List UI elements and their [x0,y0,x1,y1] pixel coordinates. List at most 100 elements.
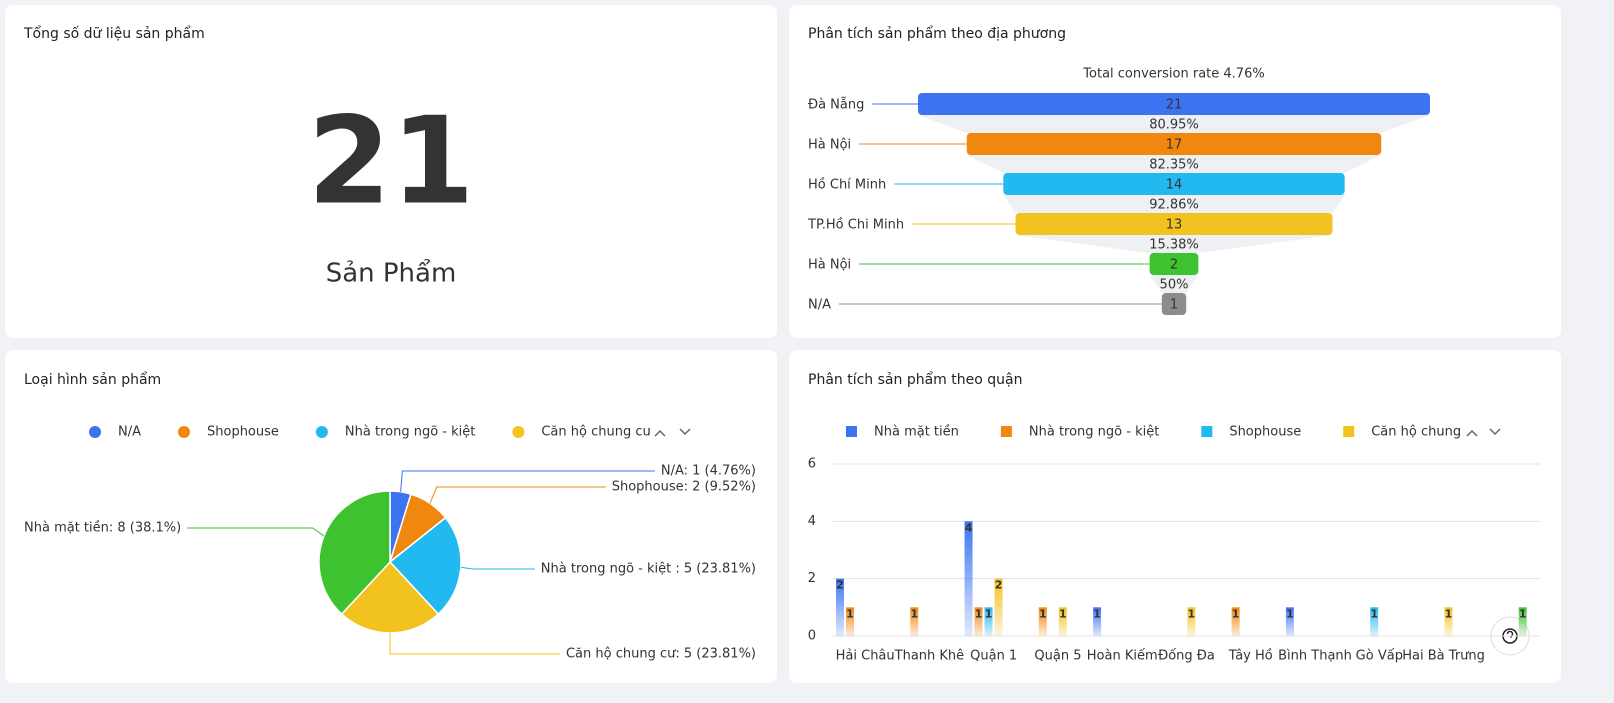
x-tick-label: Đống Đa [1158,649,1215,664]
legend-swatch [1000,426,1012,437]
category-label: Hà Nội [808,258,851,273]
legend-label: Nhà mặt tiền [874,425,959,440]
legend-label: Nhà trong ngõ - kiệt [1029,425,1159,440]
x-tick-label: Hai Bà Trưng [1402,649,1485,664]
bar [1058,607,1067,636]
chart-title: Phân tích sản phẩm theo địa phương [808,25,1066,42]
bar [1518,607,1527,636]
data-label: Nhà trong ngõ - kiệt : 5 (23.81%) [541,562,756,577]
bar-value: 1 [1445,607,1453,620]
bar [1370,607,1379,636]
funnel-connector [1003,195,1345,213]
pie-slice [318,490,391,616]
legend-swatch [315,426,328,438]
funnel-connector [918,115,1430,133]
kpi-value: 21 [308,93,475,232]
legend-label: Căn hộ chung cư [1371,425,1481,440]
x-tick-label: Tây Hồ [1228,649,1273,664]
chart-subtitle: Total conversion rate 4.76% [1082,67,1264,82]
legend-swatch [178,426,190,438]
bar-value: 1 [1059,607,1067,620]
y-tick-label: 0 [808,629,816,644]
funnel-bar [1161,293,1187,315]
leader-line [460,566,535,570]
bar-value: 1 [1170,298,1178,313]
leader-line [429,486,606,504]
bar-value: 2 [1170,258,1178,273]
bar-value: 2 [995,579,1003,592]
chart-title: Phân tích sản phẩm theo quận [808,371,1022,388]
legend-label: Căn hộ chung cư [541,425,651,440]
funnel-bar [918,93,1430,115]
bar-value: 21 [1166,98,1183,113]
legend-pager[interactable] [654,428,691,437]
bar-value: 1 [1232,607,1240,620]
conversion-label: 15.38% [1149,238,1199,253]
bar-value: 4 [965,521,973,534]
chart-title: Loại hình sản phẩm [24,371,161,388]
funnel-bar [966,133,1382,155]
bar-value: 1 [1093,607,1101,620]
category-label: Hà Nội [808,138,851,153]
y-tick-label: 4 [808,514,816,529]
data-label: N/A: 1 (4.76%) [661,464,756,479]
bar-value: 1 [910,607,918,620]
funnel-connector [1015,235,1333,253]
funnel-bar [1003,173,1345,195]
bar [1231,607,1240,636]
data-label: Shophouse: 2 (9.52%) [612,480,756,495]
conversion-label: 92.86% [1149,198,1199,213]
legend-label: Nhà trong ngõ - kiệt [345,425,475,440]
bar-value: 1 [1519,607,1527,620]
leader-line [389,633,560,655]
bar [964,521,973,636]
legend-swatch [846,426,857,437]
conversion-label: 82.35% [1149,158,1199,173]
funnel-bar [1015,213,1333,235]
bar [984,607,993,636]
bar-value: 1 [1188,607,1196,620]
bar [974,607,983,636]
x-tick-label: Thanh Khê [894,649,965,664]
legend-label: Shophouse [1229,425,1301,440]
funnel-connector [966,155,1382,173]
bar [836,578,844,636]
funnel-connector [1149,275,1199,293]
x-tick-label: Gò Vấp [1356,649,1403,664]
legend-pager[interactable] [1466,428,1501,437]
bar-value: 14 [1166,178,1183,193]
card [5,5,777,338]
legend-swatch [89,426,101,438]
conversion-label: 80.95% [1149,118,1199,133]
data-label: Căn hộ chung cư: 5 (23.81%) [566,647,756,662]
legend-swatch [512,426,525,438]
bar-value: 1 [846,607,854,620]
category-label: N/A [808,298,831,313]
bar-value: 1 [1370,607,1378,620]
conversion-label: 50% [1160,278,1189,293]
bar-value: 13 [1166,218,1183,233]
bar-value: 1 [975,607,983,620]
legend: Nhà mặt tiền Nhà trong ngõ - kiệt Shophous… [846,425,1481,440]
leader-line [400,470,655,492]
bar [1038,607,1047,636]
legend: N/A Shophouse Nhà trong ngõ - kiệt Căn hộ c… [89,425,651,440]
bar [846,607,854,636]
bar-value: 1 [985,607,993,620]
legend-swatch [1343,426,1355,437]
funnel-bar [1149,253,1199,275]
bar [910,607,919,636]
legend-swatch [1201,426,1213,437]
card-title: Tổng số dữ liệu sản phẩm [23,25,205,42]
x-tick-label: Quận 1 [970,649,1017,664]
y-tick-label: 6 [808,457,816,472]
bar [994,578,1003,636]
y-tick-label: 2 [808,571,816,586]
x-tick-label: Bình Thạnh [1278,649,1352,664]
category-label: TP.Hồ Chi Minh [807,218,904,233]
x-tick-label: Hải Châu [836,649,895,664]
card [789,350,1561,683]
data-label: Nhà mặt tiền: 8 (38.1%) [24,521,181,536]
